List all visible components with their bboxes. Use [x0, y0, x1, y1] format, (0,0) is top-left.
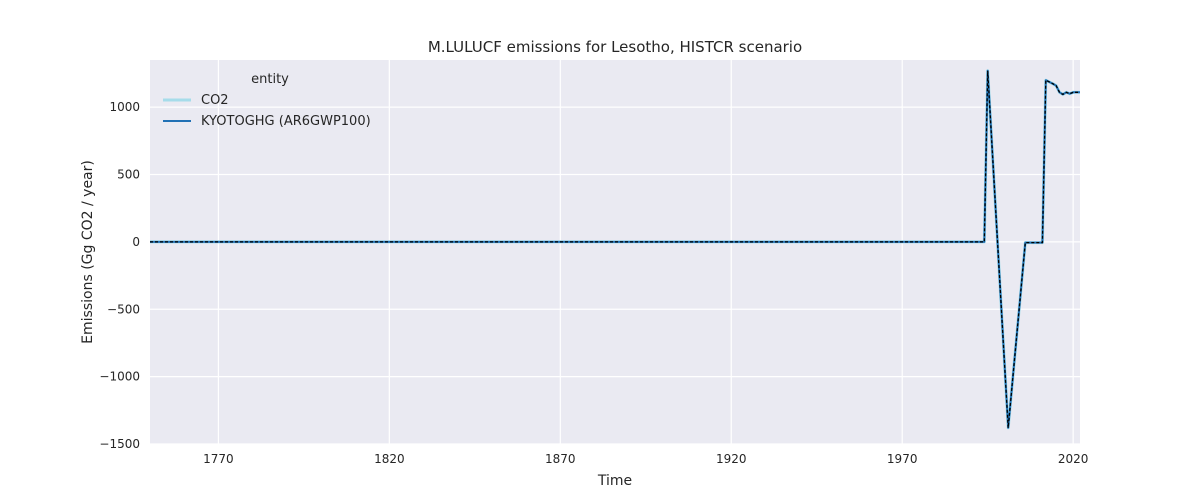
- y-axis-label: Emissions (Gg CO2 / year): [80, 160, 96, 344]
- x-axis-ticks: 1770 1820 1870 1920 1970 2020: [203, 452, 1088, 466]
- y-tick-label: −500: [107, 302, 140, 316]
- x-tick-label: 1870: [545, 452, 576, 466]
- legend-label: CO2: [201, 93, 229, 108]
- y-tick-label: −1500: [99, 437, 140, 451]
- y-tick-label: 500: [117, 168, 140, 182]
- x-tick-label: 1970: [887, 452, 918, 466]
- y-axis-ticks: −1500 −1000 −500 0 500 1000: [99, 100, 140, 451]
- x-tick-label: 1770: [203, 452, 234, 466]
- chart-title: M.LULUCF emissions for Lesotho, HISTCR s…: [428, 38, 802, 56]
- x-tick-label: 1920: [716, 452, 747, 466]
- series-overlay-dashed: [150, 70, 1080, 428]
- y-tick-label: 1000: [109, 100, 140, 114]
- y-tick-label: −1000: [99, 370, 140, 384]
- y-tick-label: 0: [132, 235, 140, 249]
- legend-title: entity: [251, 72, 289, 87]
- x-axis-label: Time: [597, 473, 632, 489]
- x-tick-label: 1820: [374, 452, 405, 466]
- x-tick-label: 2020: [1058, 452, 1089, 466]
- legend: entity CO2 KYOTOGHG (AR6GWP100): [163, 72, 371, 129]
- legend-label: KYOTOGHG (AR6GWP100): [201, 114, 371, 129]
- plot-area: [150, 60, 1080, 444]
- series-layer: [150, 69, 1080, 430]
